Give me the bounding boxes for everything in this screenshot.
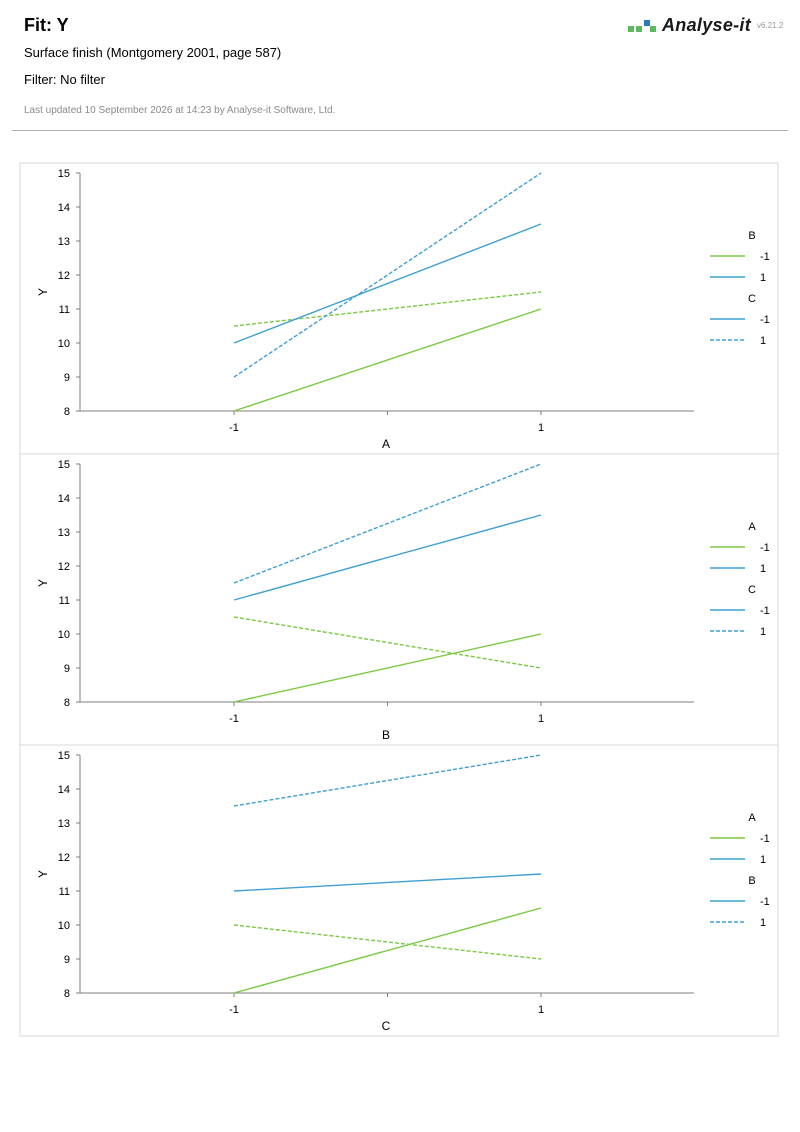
legend-label: -1 bbox=[760, 605, 770, 617]
y-tick-label: 15 bbox=[58, 459, 70, 471]
series-line-4 bbox=[233, 463, 542, 584]
filter-label: Filter: No filter bbox=[24, 72, 105, 87]
series-line-1 bbox=[233, 907, 542, 994]
y-axis-label: Y bbox=[36, 579, 50, 587]
y-tick-label: 10 bbox=[58, 629, 70, 641]
legend-label: 1 bbox=[760, 626, 766, 638]
series-line-2 bbox=[233, 291, 542, 327]
series-line-3 bbox=[233, 223, 542, 344]
header-divider bbox=[12, 130, 788, 131]
legend-label: 1 bbox=[760, 917, 766, 929]
report-header: Fit: Y Surface finish (Montgomery 2001, … bbox=[0, 0, 800, 135]
y-tick-label: 10 bbox=[58, 920, 70, 932]
x-axis-label: B bbox=[382, 728, 390, 742]
series-line-2 bbox=[233, 616, 542, 669]
series-line-4 bbox=[233, 754, 542, 807]
x-tick-label: -1 bbox=[229, 1004, 239, 1016]
legend-label: -1 bbox=[760, 833, 770, 845]
y-tick-label: 11 bbox=[59, 595, 70, 607]
page-title: Fit: Y bbox=[24, 15, 69, 35]
series-line-4 bbox=[233, 172, 542, 378]
legend-title: B bbox=[748, 230, 755, 242]
y-tick-label: 14 bbox=[58, 784, 70, 796]
y-tick-label: 13 bbox=[58, 527, 70, 539]
y-tick-label: 14 bbox=[58, 202, 70, 214]
legend-label: 1 bbox=[760, 335, 766, 347]
y-tick-label: 15 bbox=[58, 750, 70, 762]
y-tick-label: 11 bbox=[59, 886, 70, 898]
legend-label: -1 bbox=[760, 896, 770, 908]
last-updated-text: Last updated 10 September 2026 at 14:23 … bbox=[24, 105, 336, 116]
chart-frame bbox=[19, 744, 779, 1037]
x-tick-label: -1 bbox=[229, 422, 239, 434]
legend-title: B bbox=[748, 875, 755, 887]
y-tick-label: 14 bbox=[58, 493, 70, 505]
legend-label: -1 bbox=[760, 542, 770, 554]
y-tick-label: 12 bbox=[58, 852, 70, 864]
y-tick-label: 12 bbox=[58, 270, 70, 282]
legend-title: C bbox=[748, 584, 756, 596]
legend-label: 1 bbox=[760, 272, 766, 284]
chart-frame bbox=[19, 162, 779, 455]
x-tick-label: 1 bbox=[538, 713, 544, 725]
series-line-3 bbox=[233, 514, 542, 601]
y-tick-label: 8 bbox=[64, 988, 70, 1000]
y-tick-label: 11 bbox=[59, 304, 70, 316]
x-tick-label: 1 bbox=[538, 422, 544, 434]
y-tick-label: 13 bbox=[58, 818, 70, 830]
series-line-1 bbox=[233, 633, 542, 703]
brand-name: Analyse-it bbox=[662, 14, 752, 35]
series-line-3 bbox=[233, 873, 542, 892]
series-line-2 bbox=[233, 924, 542, 960]
legend-label: -1 bbox=[760, 314, 770, 326]
x-axis-label: C bbox=[382, 1019, 391, 1033]
legend-title: A bbox=[748, 521, 756, 533]
y-tick-label: 9 bbox=[64, 663, 70, 675]
y-tick-label: 10 bbox=[58, 338, 70, 350]
y-tick-label: 15 bbox=[58, 168, 70, 180]
y-tick-label: 8 bbox=[64, 406, 70, 418]
legend-label: -1 bbox=[760, 251, 770, 263]
chart-frame bbox=[19, 453, 779, 746]
x-tick-label: 1 bbox=[538, 1004, 544, 1016]
y-axis-label: Y bbox=[36, 870, 50, 878]
legend-title: C bbox=[748, 293, 756, 305]
y-tick-label: 8 bbox=[64, 697, 70, 709]
analyse-it-logo-icon bbox=[628, 18, 658, 32]
x-tick-label: -1 bbox=[229, 713, 239, 725]
y-tick-label: 9 bbox=[64, 954, 70, 966]
legend-label: 1 bbox=[760, 563, 766, 575]
y-tick-label: 12 bbox=[58, 561, 70, 573]
y-axis-label: Y bbox=[36, 288, 50, 296]
y-tick-label: 9 bbox=[64, 372, 70, 384]
legend-label: 1 bbox=[760, 854, 766, 866]
series-line-1 bbox=[233, 308, 542, 412]
y-tick-label: 13 bbox=[58, 236, 70, 248]
version-label: v6.21.2 bbox=[757, 20, 784, 30]
x-axis-label: A bbox=[382, 437, 390, 451]
brand-logo: Analyse-it v6.21.2 bbox=[628, 14, 783, 36]
dataset-subtitle: Surface finish (Montgomery 2001, page 58… bbox=[24, 45, 282, 60]
legend-title: A bbox=[748, 812, 756, 824]
